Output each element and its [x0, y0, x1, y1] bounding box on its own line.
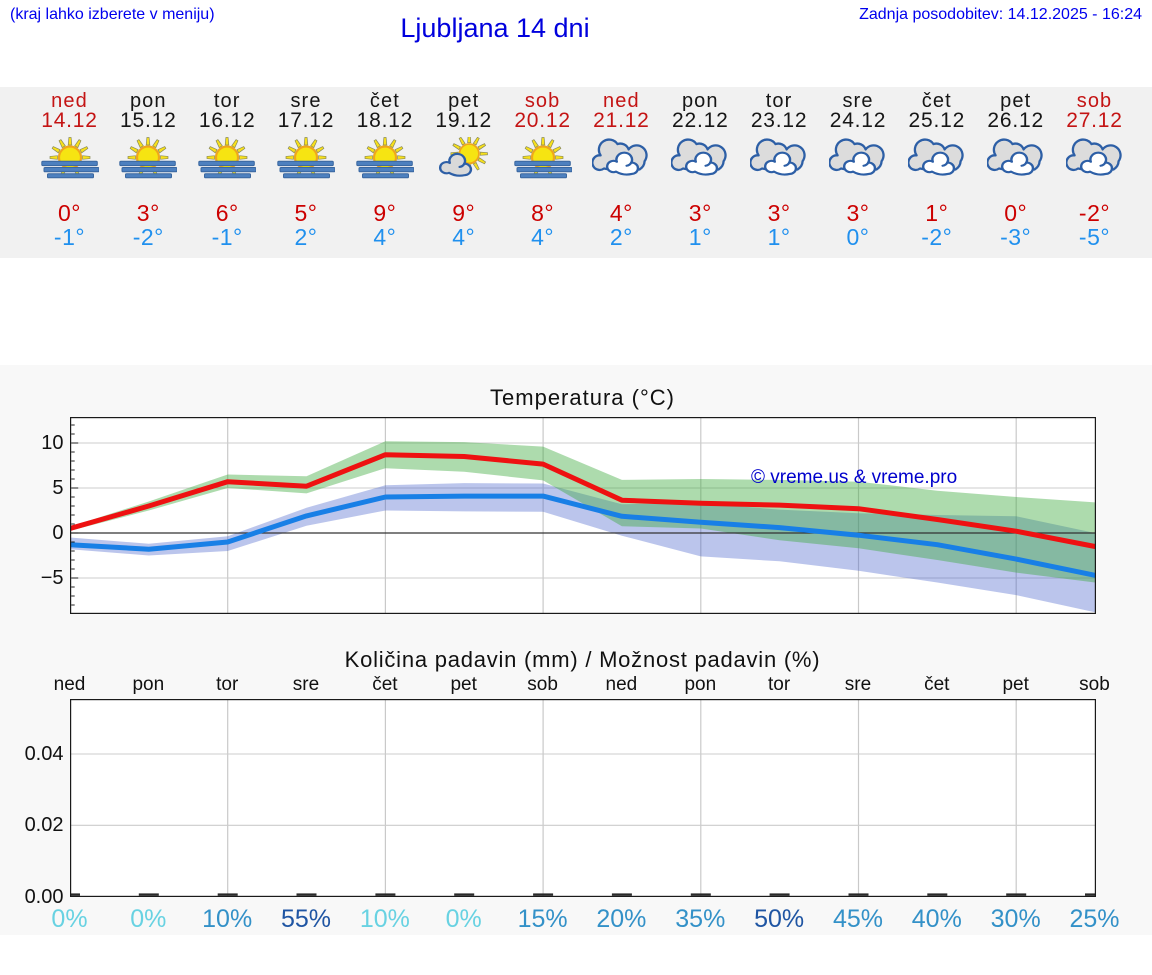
svg-text:© vreme.us & vreme.pro: © vreme.us & vreme.pro [751, 467, 957, 488]
